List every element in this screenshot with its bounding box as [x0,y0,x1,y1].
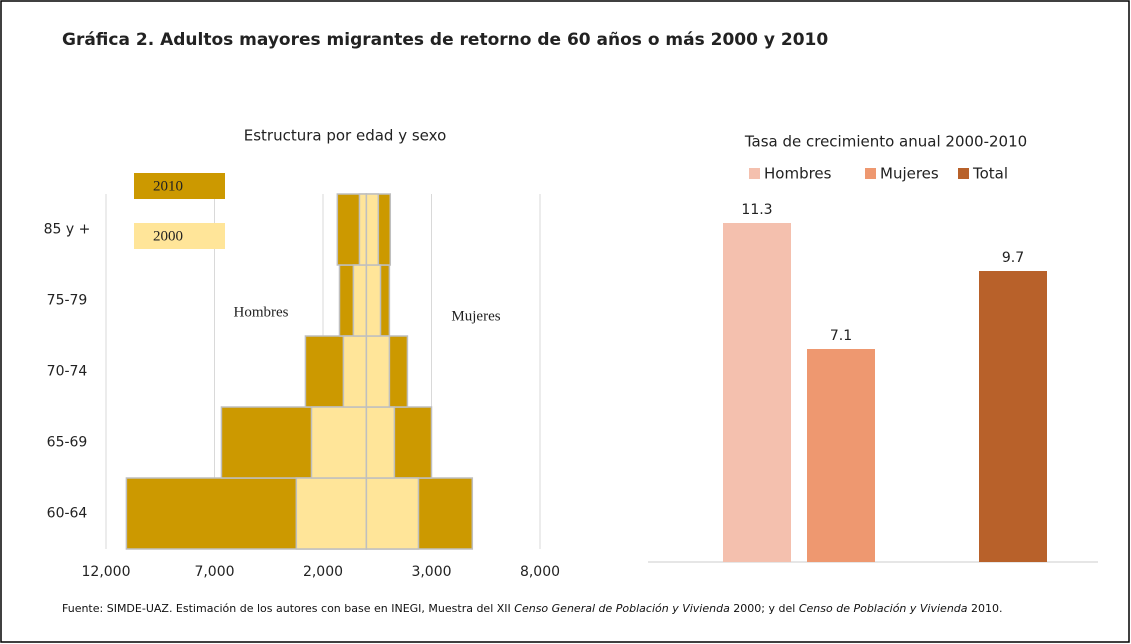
bar [365,335,391,408]
legend-label: 2010 [153,178,183,194]
legend-label: Mujeres [880,165,939,183]
x-tick-label: 2,000 [303,564,343,580]
bar [358,193,368,266]
bar [979,271,1047,562]
bar [352,264,368,337]
bar [807,349,875,562]
y-tick-label: 60-64 [47,506,88,522]
bar [365,264,382,337]
source-text: Censo de Población y Vivienda [798,602,968,615]
annotation: Hombres [234,304,289,320]
x-tick-label: 12,000 [82,564,131,580]
y-tick-label: 75-79 [47,293,88,309]
value-label: 9.7 [1002,250,1024,266]
x-tick-label: 7,000 [194,564,234,580]
source-text: 2010. [967,602,1003,615]
legend-label: Total [972,165,1008,183]
x-tick-label: 3,000 [411,564,451,580]
source-text: 2000; y del [729,602,799,615]
y-tick-label: 70-74 [47,364,88,380]
page-title: Gráfica 2. Adultos mayores migrantes de … [62,30,828,50]
legend-label: Hombres [764,165,832,183]
chart-title: Tasa de crecimiento anual 2000-2010 [744,133,1027,151]
legend-label: 2000 [153,228,183,244]
chart-title: Estructura por edad y sexo [244,127,447,145]
legend-swatch [134,223,225,249]
bar [723,223,791,562]
bar [365,193,380,266]
bar [310,406,368,479]
y-tick-label: 65-69 [47,435,88,451]
y-tick-label: 85 y + [44,222,91,238]
bar [342,335,368,408]
source-note: Fuente: SIMDE-UAZ. Estimación de los aut… [62,600,1102,617]
source-text: Censo General de Población y Vivienda [514,602,730,615]
legend-swatch [134,173,225,199]
bar [295,477,368,550]
annotation: Mujeres [451,308,500,324]
legend-swatch [749,168,760,179]
x-tick-label: 8,000 [520,564,560,580]
bar [365,477,420,550]
value-label: 11.3 [741,202,772,218]
bar [365,406,396,479]
value-label: 7.1 [830,328,852,344]
legend-swatch [958,168,969,179]
source-text: Fuente: SIMDE-UAZ. Estimación de los aut… [62,602,515,615]
legend-swatch [865,168,876,179]
